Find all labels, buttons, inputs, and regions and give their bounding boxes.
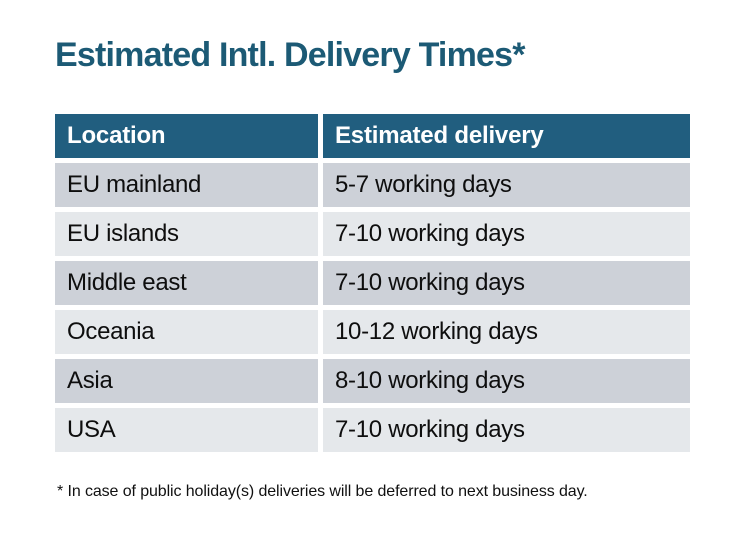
table-row-eu-mainland: EU mainland 5-7 working days (55, 163, 690, 207)
table-row-middle-east: Middle east 7-10 working days (55, 261, 690, 305)
column-header-location: Location (55, 114, 318, 158)
location-cell: Middle east (55, 261, 318, 305)
delivery-cell: 5-7 working days (323, 163, 690, 207)
delivery-cell: 8-10 working days (323, 359, 690, 403)
delivery-cell: 7-10 working days (323, 212, 690, 256)
delivery-cell: 7-10 working days (323, 408, 690, 452)
location-cell: EU islands (55, 212, 318, 256)
location-cell: Asia (55, 359, 318, 403)
table-row-asia: Asia 8-10 working days (55, 359, 690, 403)
table-row-usa: USA 7-10 working days (55, 408, 690, 452)
location-cell: Oceania (55, 310, 318, 354)
location-cell: USA (55, 408, 318, 452)
delivery-times-table: Location Estimated delivery EU mainland … (55, 114, 690, 452)
footnote: * In case of public holiday(s) deliverie… (57, 483, 588, 500)
delivery-cell: 10-12 working days (323, 310, 690, 354)
location-cell: EU mainland (55, 163, 318, 207)
table-row-eu-islands: EU islands 7-10 working days (55, 212, 690, 256)
table-header-row: Location Estimated delivery (55, 114, 690, 158)
delivery-cell: 7-10 working days (323, 261, 690, 305)
table-row-oceania: Oceania 10-12 working days (55, 310, 690, 354)
page-title: Estimated Intl. Delivery Times* (55, 36, 525, 74)
column-header-estimated-delivery: Estimated delivery (323, 114, 690, 158)
